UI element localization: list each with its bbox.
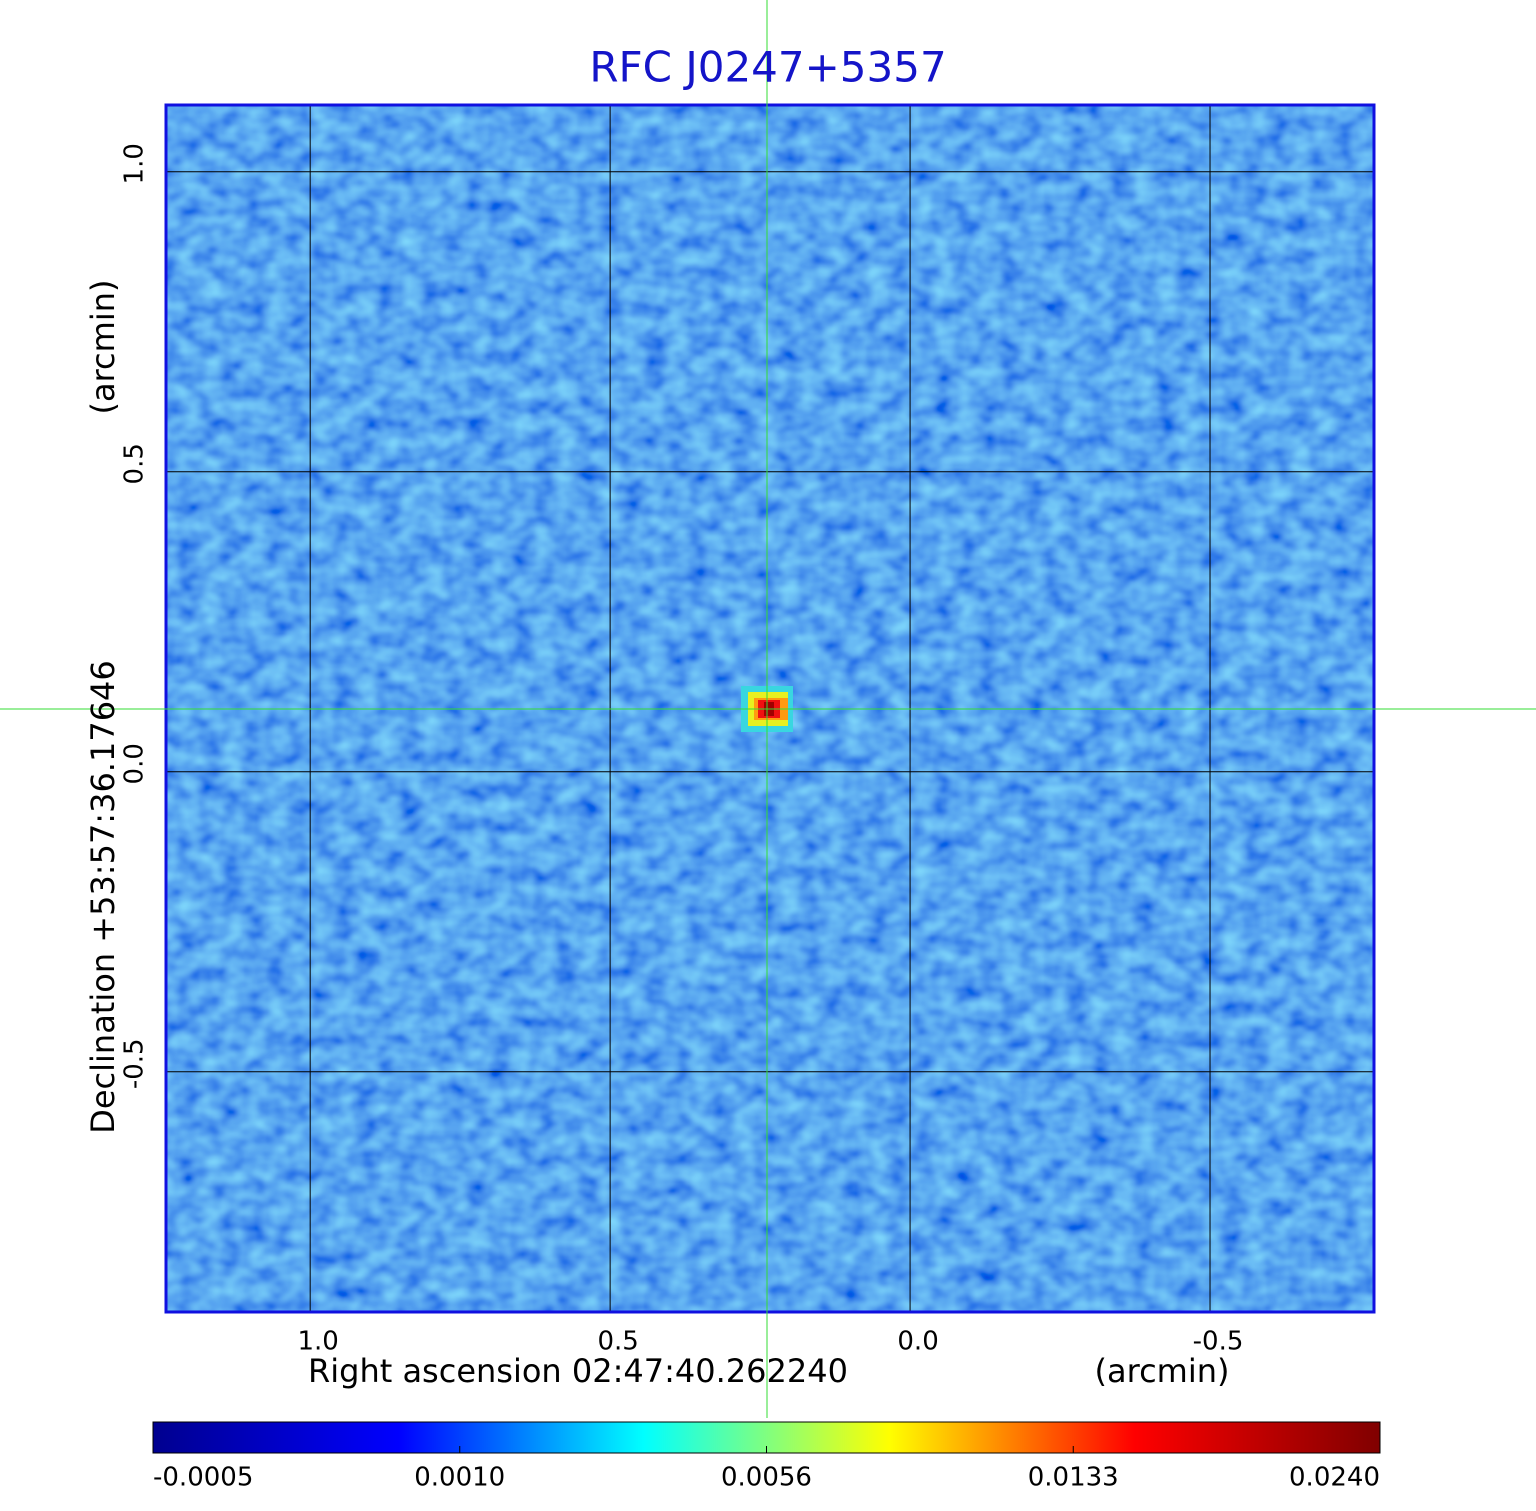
y-axis-label: Declination +53:57:36.17646 — [84, 660, 122, 1134]
x-tick-label: -0.5 — [1193, 1327, 1244, 1357]
colorbar-tick-label: 0.0133 — [1028, 1463, 1119, 1493]
x-axis-unit: (arcmin) — [1095, 1352, 1230, 1390]
colorbar-tick-label: 0.0056 — [721, 1463, 812, 1493]
x-tick-label: 0.0 — [897, 1327, 938, 1357]
x-axis-label: Right ascension 02:47:40.262240 — [308, 1352, 848, 1390]
y-tick-label: 0.5 — [120, 443, 150, 484]
chart-title: RFC J0247+5357 — [589, 43, 946, 92]
colorbar-tick-label: 0.0010 — [414, 1463, 505, 1493]
x-tick-label: 0.5 — [597, 1327, 638, 1357]
colorbar-tick-label: -0.0005 — [153, 1463, 253, 1493]
y-tick-label: -0.5 — [120, 1038, 150, 1089]
x-tick-label: 1.0 — [297, 1327, 338, 1357]
y-tick-label: 1.0 — [120, 143, 150, 184]
y-tick-label: 0.0 — [120, 743, 150, 784]
colorbar-tick-label: 0.0240 — [1289, 1463, 1380, 1493]
y-axis-unit: (arcmin) — [84, 280, 122, 415]
